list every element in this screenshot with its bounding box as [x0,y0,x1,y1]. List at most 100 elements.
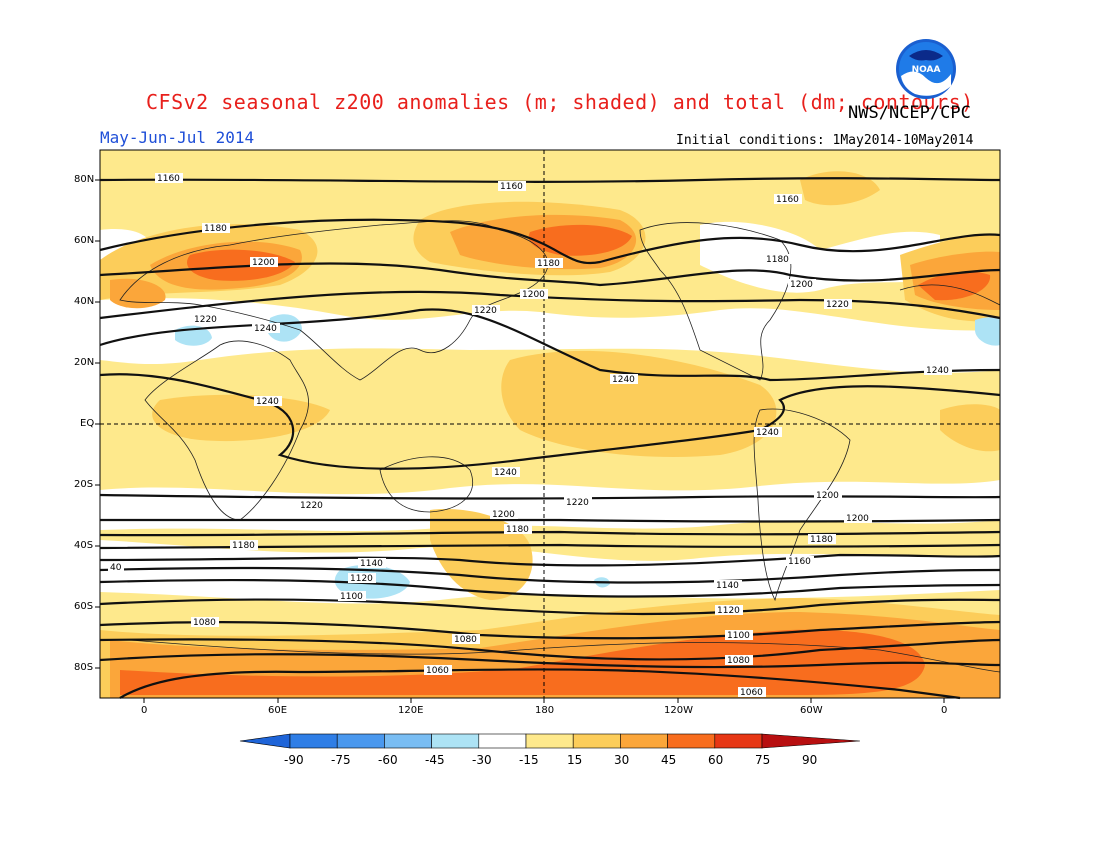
lon-label: 0 [141,705,148,716]
anomaly-very-strong-region [120,629,925,695]
colorbar-segment [384,733,432,749]
lon-label: 120E [398,705,424,716]
contour-label: 1240 [494,468,517,478]
contour-label-bg [774,194,802,204]
contour-label: 1200 [790,280,813,290]
contour-label: 1200 [522,290,545,300]
contour-label: 1080 [193,618,216,628]
contour-label: 1160 [500,182,523,192]
contour-label-bg [754,427,782,437]
contour-label-bg [924,365,952,375]
colorbar-label: 15 [567,753,583,767]
contour-label: 1180 [506,525,529,535]
colorbar-label: -45 [425,753,445,767]
contour-label-bg [814,490,842,500]
contour-label-bg [338,591,366,601]
contour-label-bg [738,687,766,697]
colorbar-label: -75 [331,753,351,767]
colorbar-arrow-right [761,733,861,749]
chart-title: CFSv2 seasonal z200 anomalies (m; shaded… [146,90,974,114]
contour-label: 1220 [474,306,497,316]
lat-label: 60N [74,235,95,246]
contour-label-bg [230,540,258,550]
contour-label: 1220 [300,501,323,511]
contour-label-bg [808,534,836,544]
contour-label: 1180 [232,541,255,551]
colorbar-label: 90 [802,753,818,767]
contour-label: 1180 [537,259,560,269]
lat-label: 40N [74,296,95,307]
contour-label: 1240 [254,324,277,334]
colorbar [239,733,861,749]
anomaly-neutral-band [100,298,1000,373]
anomaly-negative-region [268,314,302,342]
contour-label-bg [786,556,814,566]
contour-label-bg [764,254,792,264]
contour-label: 1140 [716,581,739,591]
contour-label: 1180 [204,224,227,234]
contour-label-bg [191,617,219,627]
coastlines [119,220,1000,673]
anomaly-very-strong-region [918,271,991,301]
colorbar-segment [289,733,338,749]
contour-label-bg [348,573,376,583]
anomaly-negative-region [975,317,1000,346]
contour-label: 1100 [727,631,750,641]
contour-label-bg [358,558,386,568]
contour-label-bg [535,258,563,268]
colorbar-label: 75 [755,753,771,767]
contour-label: 1240 [756,428,779,438]
lat-label: 20S [74,479,94,490]
contour-label-bg [472,305,500,315]
contour-label: 1080 [727,656,750,666]
contour-label-bg [725,655,753,665]
lat-label: 80S [74,662,94,673]
colorbar-segment [572,733,621,749]
contour-label: 1100 [340,592,363,602]
contour-label: 1220 [194,315,217,325]
contour-label-bg [155,173,183,183]
contour-label: 1240 [926,366,949,376]
contour-label-bg [490,509,518,519]
contour-label-bg [254,396,282,406]
contour-label: 1140 [360,559,383,569]
lon-label: 60E [268,705,288,716]
contour-label-bg [504,524,532,534]
colorbar-segment [478,733,527,749]
contour-label: 1060 [740,688,763,698]
contour-label-bg [424,665,452,675]
colorbar-label: -30 [472,753,492,767]
contour-label: 1200 [252,258,275,268]
colorbar-segment [336,733,385,749]
contour-label-bg [564,497,592,507]
contour-label: 1160 [157,174,180,184]
contour-label-bg [108,562,124,572]
contour-label-bg [250,257,278,267]
anomaly-shading [100,171,1000,698]
colorbar-segment [667,733,716,749]
contour-label: 1180 [766,255,789,265]
colorbar-label: -15 [519,753,539,767]
contour-label-bg [492,467,520,477]
contour-label-bg [824,299,852,309]
anomaly-neutral-band [100,480,1000,532]
lon-label: 120W [664,705,693,716]
lon-label: 180 [535,705,555,716]
contour-label: 1220 [826,300,849,310]
contour-label: 1200 [492,510,515,520]
anomaly-positive-region [501,350,777,458]
lat-label: 60S [74,601,94,612]
colorbar-arrow-left [239,733,291,749]
colorbar-segment [714,733,763,749]
colorbar-label: 60 [708,753,724,767]
contour-label: 1220 [566,498,589,508]
lat-label: 20N [74,357,95,368]
contour-label-bg [452,634,480,644]
lat-label: 40S [74,540,94,551]
contour-label-bg [520,289,548,299]
contour-label: 1060 [426,666,449,676]
contour-label-bg [714,580,742,590]
agency-label: NWS/NCEP/CPC [848,103,971,123]
anomaly-positive-region [152,394,330,442]
axis-ticks [95,179,945,703]
